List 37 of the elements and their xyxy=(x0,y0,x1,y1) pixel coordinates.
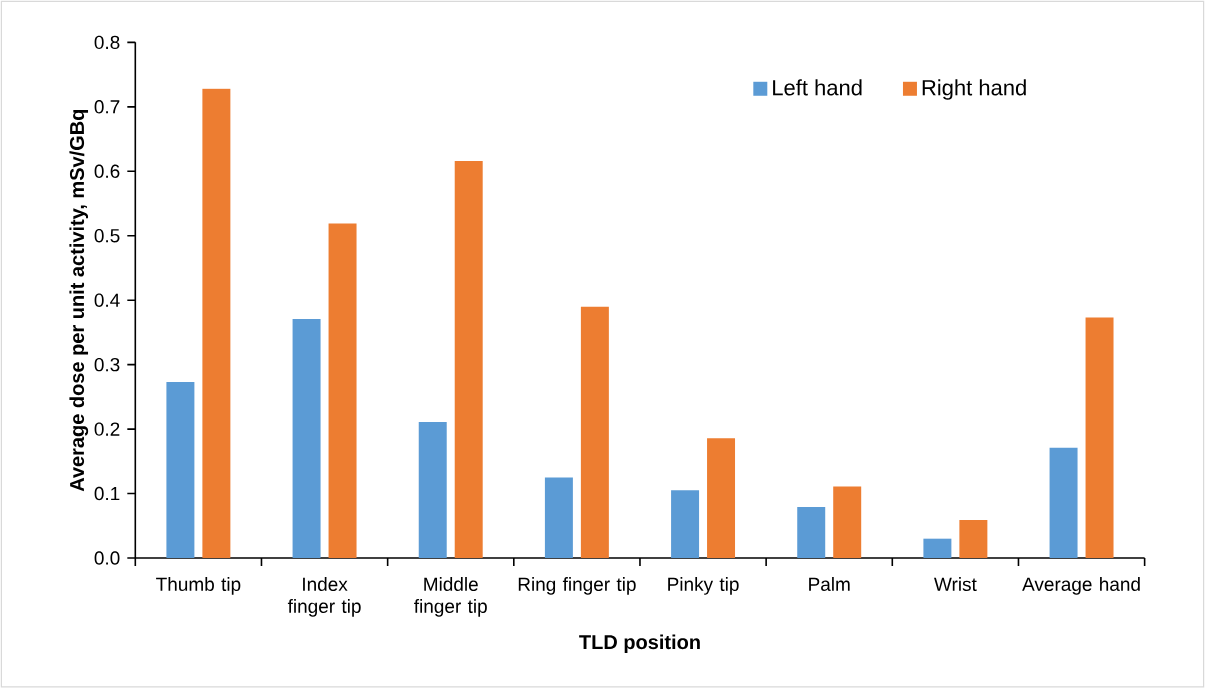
bar xyxy=(833,486,862,558)
legend-label: Left hand xyxy=(773,79,862,96)
bar xyxy=(1085,317,1114,558)
x-tick-label: Pinky tip xyxy=(668,576,739,595)
bar xyxy=(292,318,321,558)
x-tick-label: Average hand xyxy=(1022,576,1140,595)
x-tick-label: Index finger tip xyxy=(287,576,361,617)
bar xyxy=(544,477,573,558)
legend-label: Right hand xyxy=(922,79,1026,100)
x-tick-label: Wrist xyxy=(934,576,977,591)
y-tick-label: 0.8 xyxy=(94,35,120,49)
bar xyxy=(1049,447,1078,558)
y-tick-label: 0.0 xyxy=(94,551,120,565)
y-tick-label: 0.6 xyxy=(94,164,120,178)
bar xyxy=(707,437,736,558)
y-tick-label: 0.7 xyxy=(94,99,120,114)
bar xyxy=(923,538,952,558)
y-axis-title: Average dose per unit activity, mSv/GBq xyxy=(69,109,89,492)
y-tick-label: 0.3 xyxy=(94,357,120,372)
y-tick-label: 0.5 xyxy=(94,228,120,243)
x-tick-label: Palm xyxy=(809,576,850,591)
y-tick-label: 0.4 xyxy=(94,293,120,307)
bar xyxy=(328,223,357,558)
x-tick-label: Thumb tip xyxy=(156,576,241,595)
bar xyxy=(959,519,988,558)
bar xyxy=(580,306,609,558)
bar xyxy=(797,506,826,558)
bar xyxy=(454,160,483,558)
y-tick-label: 0.1 xyxy=(94,486,120,501)
x-axis-title: TLD position xyxy=(579,634,700,653)
x-tick-label: Middle finger tip xyxy=(414,576,487,617)
x-tick-label: Ring finger tip xyxy=(518,576,636,595)
bar xyxy=(418,421,447,558)
y-tick-label: 0.2 xyxy=(94,422,120,436)
bar xyxy=(671,490,700,558)
bar xyxy=(166,381,195,558)
bar xyxy=(202,88,231,558)
